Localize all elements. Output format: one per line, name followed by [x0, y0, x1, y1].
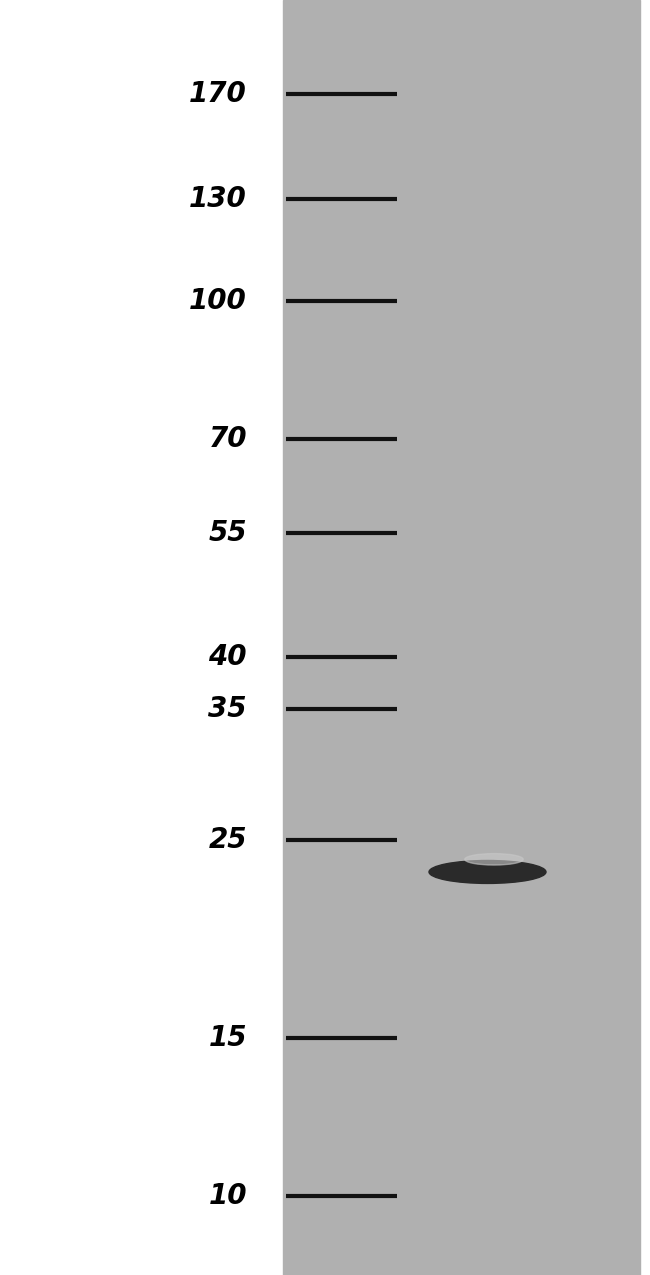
Text: 35: 35: [209, 695, 247, 723]
Ellipse shape: [429, 861, 546, 884]
Text: 70: 70: [209, 426, 247, 453]
Text: 15: 15: [209, 1024, 247, 1052]
Text: 170: 170: [189, 80, 247, 108]
Text: 100: 100: [189, 287, 247, 315]
Text: 55: 55: [209, 519, 247, 547]
Bar: [283, 0, 640, 1275]
Text: 40: 40: [209, 643, 247, 671]
Text: 25: 25: [209, 825, 247, 853]
Ellipse shape: [465, 853, 523, 864]
Text: 10: 10: [209, 1182, 247, 1210]
Text: 130: 130: [189, 185, 247, 213]
